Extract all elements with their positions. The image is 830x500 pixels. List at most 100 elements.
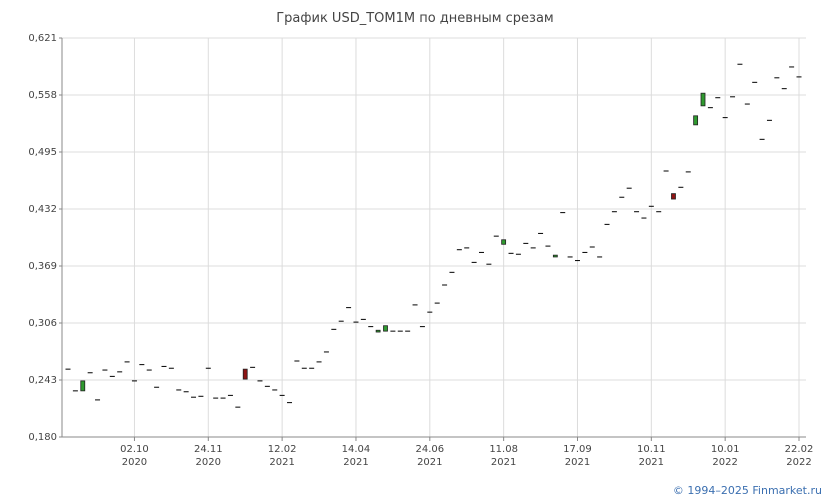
y-tick-label: 0,432 xyxy=(28,204,57,215)
candle-flat xyxy=(139,364,145,366)
candle-flat xyxy=(301,367,307,369)
candle-flat xyxy=(331,328,337,330)
candle-flat xyxy=(205,367,211,369)
candle-flat xyxy=(774,77,780,79)
x-tick-label: 10.01 2022 xyxy=(710,444,740,468)
candle-body xyxy=(671,193,676,200)
candle-flat xyxy=(220,397,226,399)
candle-flat xyxy=(235,406,241,408)
candle-flat xyxy=(604,223,610,225)
candle-body xyxy=(242,368,248,380)
y-tick-label: 0,243 xyxy=(28,375,57,386)
candle-flat xyxy=(766,119,772,121)
x-tick-label: 02.10 2020 xyxy=(120,444,149,468)
candle-flat xyxy=(146,369,152,371)
y-tick-label: 0,180 xyxy=(28,432,57,443)
candle-flat xyxy=(161,365,167,367)
x-tick-label: 22.02 2022 xyxy=(784,444,814,468)
candle-flat xyxy=(744,103,750,105)
candle-flat xyxy=(656,211,662,213)
candle-flat xyxy=(72,390,78,392)
footer[interactable]: © 1994–2025 Finmarket.ru xyxy=(672,484,822,497)
candle-body xyxy=(501,239,507,245)
candle-flat xyxy=(316,361,322,363)
candle-flat xyxy=(95,399,101,401)
candle-flat xyxy=(65,368,71,370)
candle-flat xyxy=(626,187,632,189)
candle-flat xyxy=(464,247,470,249)
candle-flat xyxy=(264,385,270,387)
candle-flat xyxy=(663,170,669,172)
candle-flat xyxy=(589,246,595,248)
y-tick-label: 0,369 xyxy=(28,261,57,272)
candle-flat xyxy=(648,205,654,207)
candle-flat xyxy=(449,271,455,273)
candle-flat xyxy=(257,380,263,382)
candle-body xyxy=(552,254,558,258)
candle-flat xyxy=(109,375,115,377)
candle-flat xyxy=(117,371,123,373)
candle-flat xyxy=(530,247,536,249)
candle-flat xyxy=(538,232,544,234)
candle-flat xyxy=(545,245,551,247)
candle-flat xyxy=(619,196,625,198)
candle-flat xyxy=(176,389,182,391)
candle-flat xyxy=(353,321,359,323)
candle-flat xyxy=(338,320,344,322)
candle-body xyxy=(700,92,706,107)
x-tick-label: 10.11 2021 xyxy=(636,444,666,468)
candle-flat xyxy=(191,396,197,398)
candle-flat xyxy=(368,326,374,328)
x-tick-label: 12.02 2021 xyxy=(267,444,297,468)
candle-flat xyxy=(250,366,256,368)
candle-flat xyxy=(634,211,640,213)
candle-flat xyxy=(641,217,647,219)
candle-flat xyxy=(183,391,189,393)
chart-title: График USD_TOM1M по дневным срезам xyxy=(276,11,554,26)
x-tick-label: 24.06 2021 xyxy=(415,444,445,468)
candle-flat xyxy=(611,211,617,213)
candle-flat xyxy=(390,330,396,332)
candle-flat xyxy=(567,256,573,258)
candle-flat xyxy=(582,251,588,253)
candle-flat xyxy=(685,171,691,173)
candle-flat xyxy=(154,386,160,388)
candle-flat xyxy=(442,284,448,286)
candle-flat xyxy=(213,397,219,399)
candle-flat xyxy=(715,97,721,99)
x-tick-label: 24.11 2020 xyxy=(193,444,223,468)
candle-flat xyxy=(227,394,233,396)
candle-flat xyxy=(198,395,204,397)
candle-body xyxy=(693,115,699,126)
candle-flat xyxy=(323,351,329,353)
candle-flat xyxy=(789,66,795,68)
x-tick-label: 17.09 2021 xyxy=(563,444,592,468)
candle-flat xyxy=(87,372,93,374)
candle-flat xyxy=(397,330,403,332)
candle-flat xyxy=(752,81,758,83)
candle-flat xyxy=(707,107,713,109)
candle-flat xyxy=(508,252,514,254)
candle-flat xyxy=(493,235,499,237)
candle-flat xyxy=(560,212,566,214)
candle-flat xyxy=(412,304,418,306)
candle-body xyxy=(80,380,86,392)
candle-flat xyxy=(722,117,728,119)
candle-flat xyxy=(678,186,684,188)
candle-flat xyxy=(471,261,477,263)
y-tick-label: 0,621 xyxy=(28,33,57,44)
candle-flat xyxy=(309,367,315,369)
candle-flat xyxy=(279,394,285,396)
candle-flat xyxy=(478,251,484,253)
candle-flat xyxy=(405,330,411,332)
candle-flat xyxy=(287,402,293,404)
candle-flat xyxy=(515,253,521,255)
candle-flat xyxy=(419,326,425,328)
candle-flat xyxy=(360,318,366,320)
candle-flat xyxy=(168,367,174,369)
candle-flat xyxy=(759,138,765,140)
candle-flat xyxy=(346,307,352,309)
candle-flat xyxy=(523,242,529,244)
